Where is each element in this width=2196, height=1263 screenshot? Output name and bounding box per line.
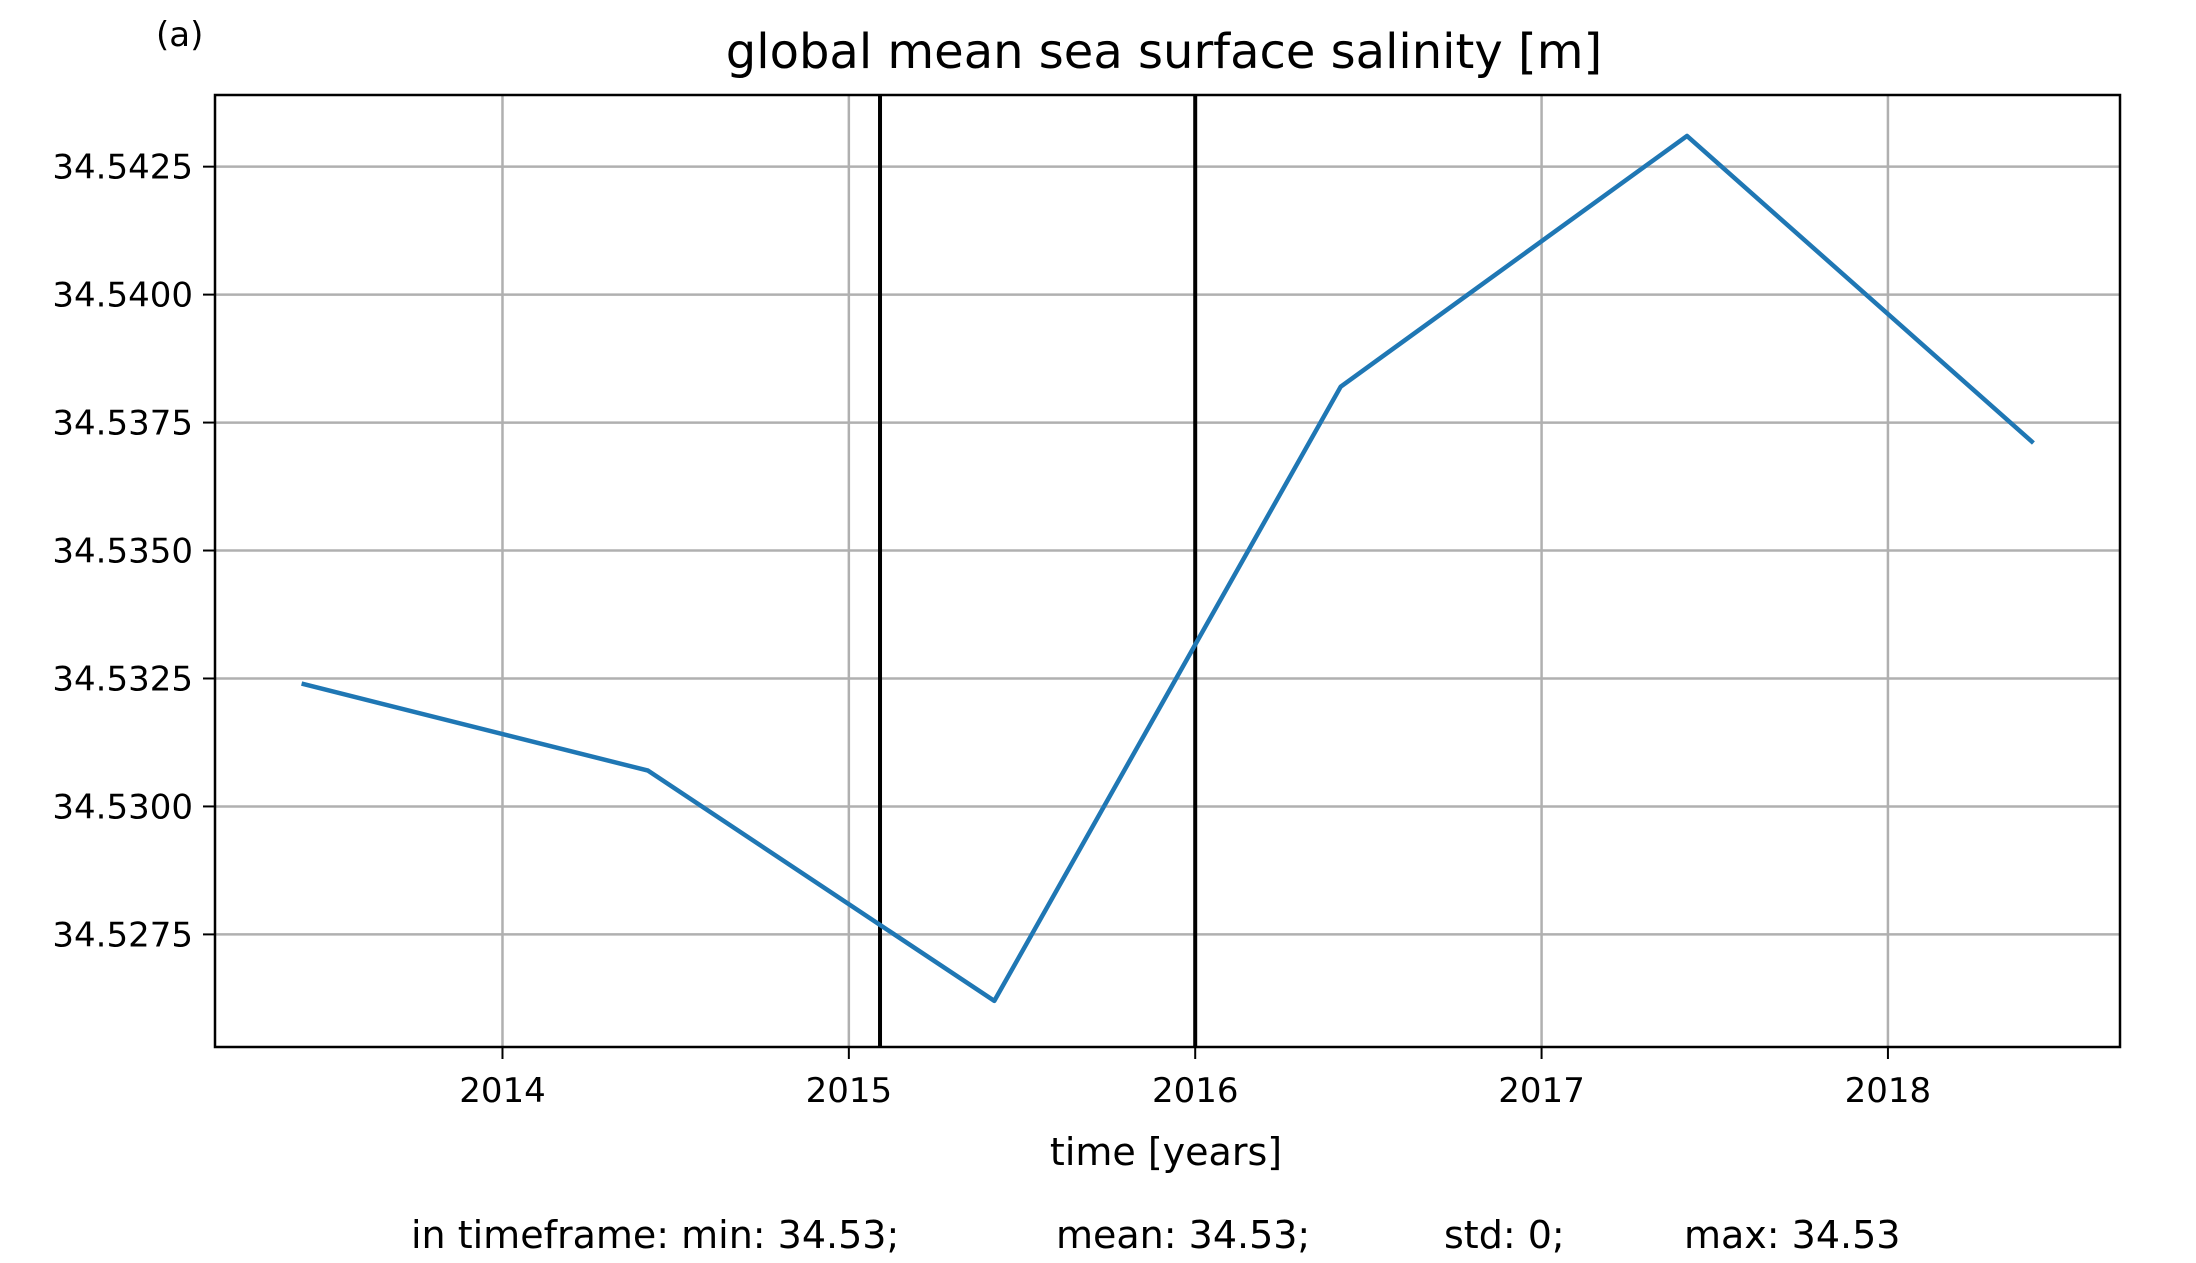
stats-max: max: 34.53 [1684, 1213, 1900, 1257]
x-tick-label: 2015 [806, 1071, 893, 1111]
x-axis-ticks: 2014 2015 2016 2017 2018 [459, 1047, 1931, 1111]
y-tick-label: 34.5425 [52, 148, 193, 188]
y-tick-label: 34.5350 [52, 532, 193, 572]
vertical-marker-lines [878, 95, 1198, 1047]
x-tick-label: 2014 [459, 1071, 546, 1111]
chart-title: global mean sea surface salinity [m] [726, 24, 1602, 80]
x-tick-label: 2017 [1498, 1071, 1585, 1111]
plot-area-frame [213, 93, 2122, 1049]
y-axis-ticks: 34.5275 34.5300 34.5325 34.5350 34.5375 34.54… [52, 148, 215, 955]
panel-label: (a) [156, 15, 203, 55]
x-axis-label: time [years] [1050, 1130, 1282, 1174]
stats-min: in timeframe: min: 34.53; [411, 1213, 899, 1257]
y-tick-label: 34.5325 [52, 659, 193, 699]
x-tick-label: 2018 [1845, 1071, 1932, 1111]
grid-lines [215, 95, 2120, 1047]
y-tick-label: 34.5275 [52, 915, 193, 955]
y-tick-label: 34.5400 [52, 276, 193, 316]
series-line [301, 133, 2035, 1004]
x-tick-label: 2016 [1152, 1071, 1239, 1111]
series-layer [301, 133, 2035, 1004]
y-tick-label: 34.5300 [52, 787, 193, 827]
stats-mean: mean: 34.53; [1056, 1213, 1310, 1257]
stats-std: std: 0; [1444, 1213, 1565, 1257]
y-tick-label: 34.5375 [52, 404, 193, 444]
